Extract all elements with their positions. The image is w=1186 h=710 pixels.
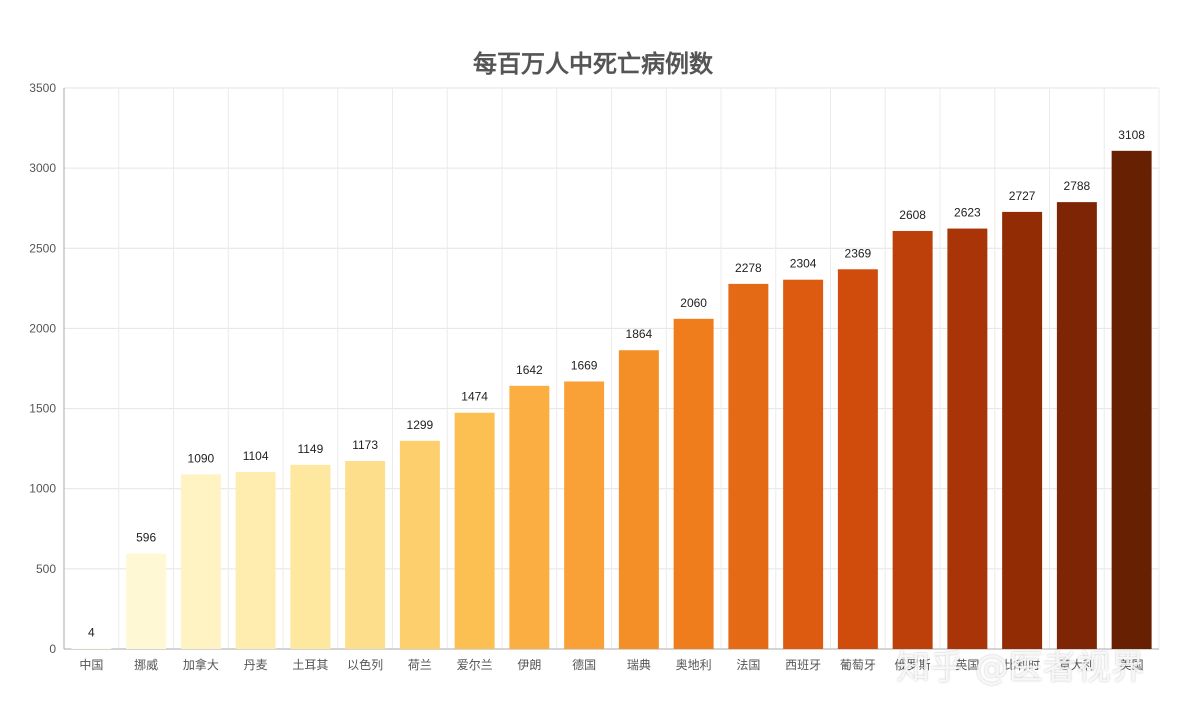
x-tick-label-3: 丹麦 bbox=[244, 658, 268, 672]
y-tick-label: 0 bbox=[49, 642, 56, 656]
data-labels: 4 596 1090 1104 1149 1173 1299 1474 1642 1669 1864… bbox=[88, 128, 1145, 640]
grid-lines bbox=[63, 87, 1160, 650]
data-label-9: 1669 bbox=[571, 358, 598, 372]
bar-11 bbox=[673, 318, 714, 649]
bar-7 bbox=[454, 412, 495, 649]
data-label-13: 2304 bbox=[790, 257, 817, 271]
bars bbox=[71, 150, 1152, 650]
x-tick-label-14: 葡萄牙 bbox=[840, 658, 876, 672]
bar-14 bbox=[837, 269, 878, 649]
data-label-10: 1864 bbox=[626, 327, 653, 341]
data-label-0: 4 bbox=[88, 625, 95, 639]
data-label-17: 2727 bbox=[1009, 189, 1036, 203]
bar-16 bbox=[947, 228, 988, 650]
x-tick-label-10: 瑞典 bbox=[627, 658, 651, 672]
bar-12 bbox=[728, 283, 769, 649]
chart-title: 每百万人中死亡病例数 bbox=[473, 50, 713, 78]
x-tick-label-6: 荷兰 bbox=[408, 658, 432, 672]
y-tick-label: 3500 bbox=[29, 81, 56, 95]
data-label-19: 3108 bbox=[1118, 128, 1145, 142]
data-label-1: 596 bbox=[136, 530, 156, 544]
x-tick-label-4: 土耳其 bbox=[292, 658, 328, 672]
x-tick-label-5: 以色列 bbox=[347, 658, 383, 672]
x-tick-label-13: 西班牙 bbox=[785, 658, 821, 672]
x-tick-label-0: 中国 bbox=[79, 657, 103, 672]
x-tick-label-18: 意大利 bbox=[1059, 657, 1095, 672]
y-tick-label: 1500 bbox=[29, 402, 56, 416]
bar-4 bbox=[290, 464, 331, 649]
bar-2 bbox=[180, 474, 221, 649]
y-tick-label: 2000 bbox=[29, 321, 56, 335]
bar-3 bbox=[235, 472, 276, 649]
bar-0 bbox=[71, 648, 112, 649]
data-label-6: 1299 bbox=[407, 418, 434, 432]
bar-10 bbox=[618, 350, 659, 649]
x-tick-label-2: 加拿大 bbox=[183, 657, 219, 672]
x-tick-label-1: 挪威 bbox=[134, 658, 158, 672]
x-tick-label-11: 奥地利 bbox=[676, 658, 712, 672]
bar-5 bbox=[345, 460, 386, 649]
data-label-5: 1173 bbox=[352, 438, 378, 452]
y-tick-label: 2500 bbox=[29, 241, 56, 255]
data-label-3: 1104 bbox=[243, 449, 269, 463]
data-label-8: 1642 bbox=[516, 363, 543, 377]
data-label-16: 2623 bbox=[954, 206, 981, 220]
bar-13 bbox=[783, 279, 824, 649]
x-tick-label-16: 英国 bbox=[955, 658, 979, 672]
x-tick-label-8: 伊朗 bbox=[517, 658, 541, 672]
x-tick-label-19: 美国 bbox=[1120, 658, 1144, 672]
bar-8 bbox=[509, 385, 550, 649]
bar-1 bbox=[126, 553, 167, 649]
data-label-14: 2369 bbox=[845, 246, 872, 260]
bar-17 bbox=[1002, 211, 1043, 649]
x-tick-label-12: 法国 bbox=[736, 658, 760, 672]
data-label-12: 2278 bbox=[735, 261, 762, 275]
x-tick-label-9: 德国 bbox=[572, 657, 596, 672]
x-tick-label-7: 爱尔兰 bbox=[457, 657, 493, 672]
data-label-15: 2608 bbox=[899, 208, 926, 222]
y-tick-label: 1000 bbox=[29, 482, 56, 496]
bar-19 bbox=[1111, 150, 1152, 649]
data-label-4: 1149 bbox=[297, 442, 323, 456]
bar-15 bbox=[892, 230, 933, 649]
data-label-7: 1474 bbox=[461, 390, 488, 404]
data-label-11: 2060 bbox=[680, 296, 707, 310]
y-tick-label: 500 bbox=[36, 562, 56, 576]
tick-labels: 0 500 1000 1500 2000 2500 3000 3500 中国 挪威 加拿大 丹麦 土耳其… bbox=[29, 81, 1143, 672]
x-tick-label-15: 俄罗斯 bbox=[895, 658, 931, 672]
bar-18 bbox=[1056, 202, 1097, 650]
bar-9 bbox=[564, 381, 605, 649]
data-label-18: 2788 bbox=[1064, 179, 1091, 193]
x-tick-label-17: 比利时 bbox=[1004, 658, 1040, 672]
bar-6 bbox=[399, 440, 440, 649]
y-tick-label: 3000 bbox=[29, 161, 56, 175]
data-label-2: 1090 bbox=[188, 451, 215, 465]
